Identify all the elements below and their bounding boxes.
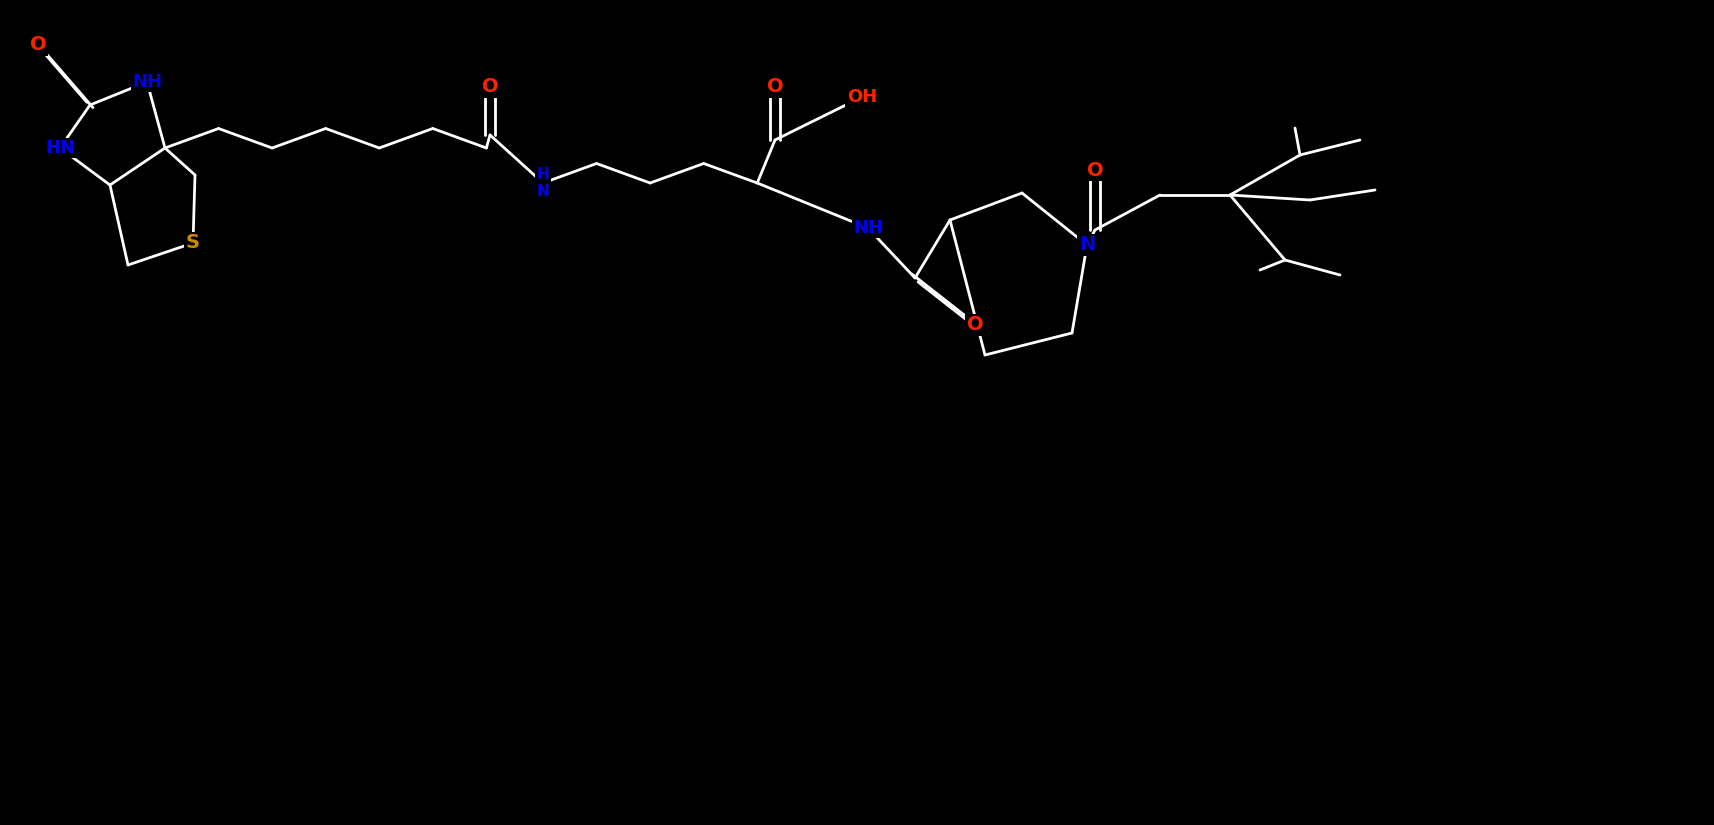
Text: S: S [187, 233, 201, 252]
Text: O: O [482, 78, 499, 97]
Text: OH: OH [847, 88, 878, 106]
Text: HN: HN [45, 139, 75, 157]
Text: H
N: H N [536, 167, 550, 199]
Text: NH: NH [132, 73, 163, 91]
Text: O: O [967, 315, 984, 334]
Text: N: N [1078, 235, 1095, 254]
Text: NH: NH [854, 219, 883, 237]
Text: O: O [1087, 161, 1104, 180]
Text: O: O [29, 35, 46, 54]
Text: O: O [766, 78, 783, 97]
